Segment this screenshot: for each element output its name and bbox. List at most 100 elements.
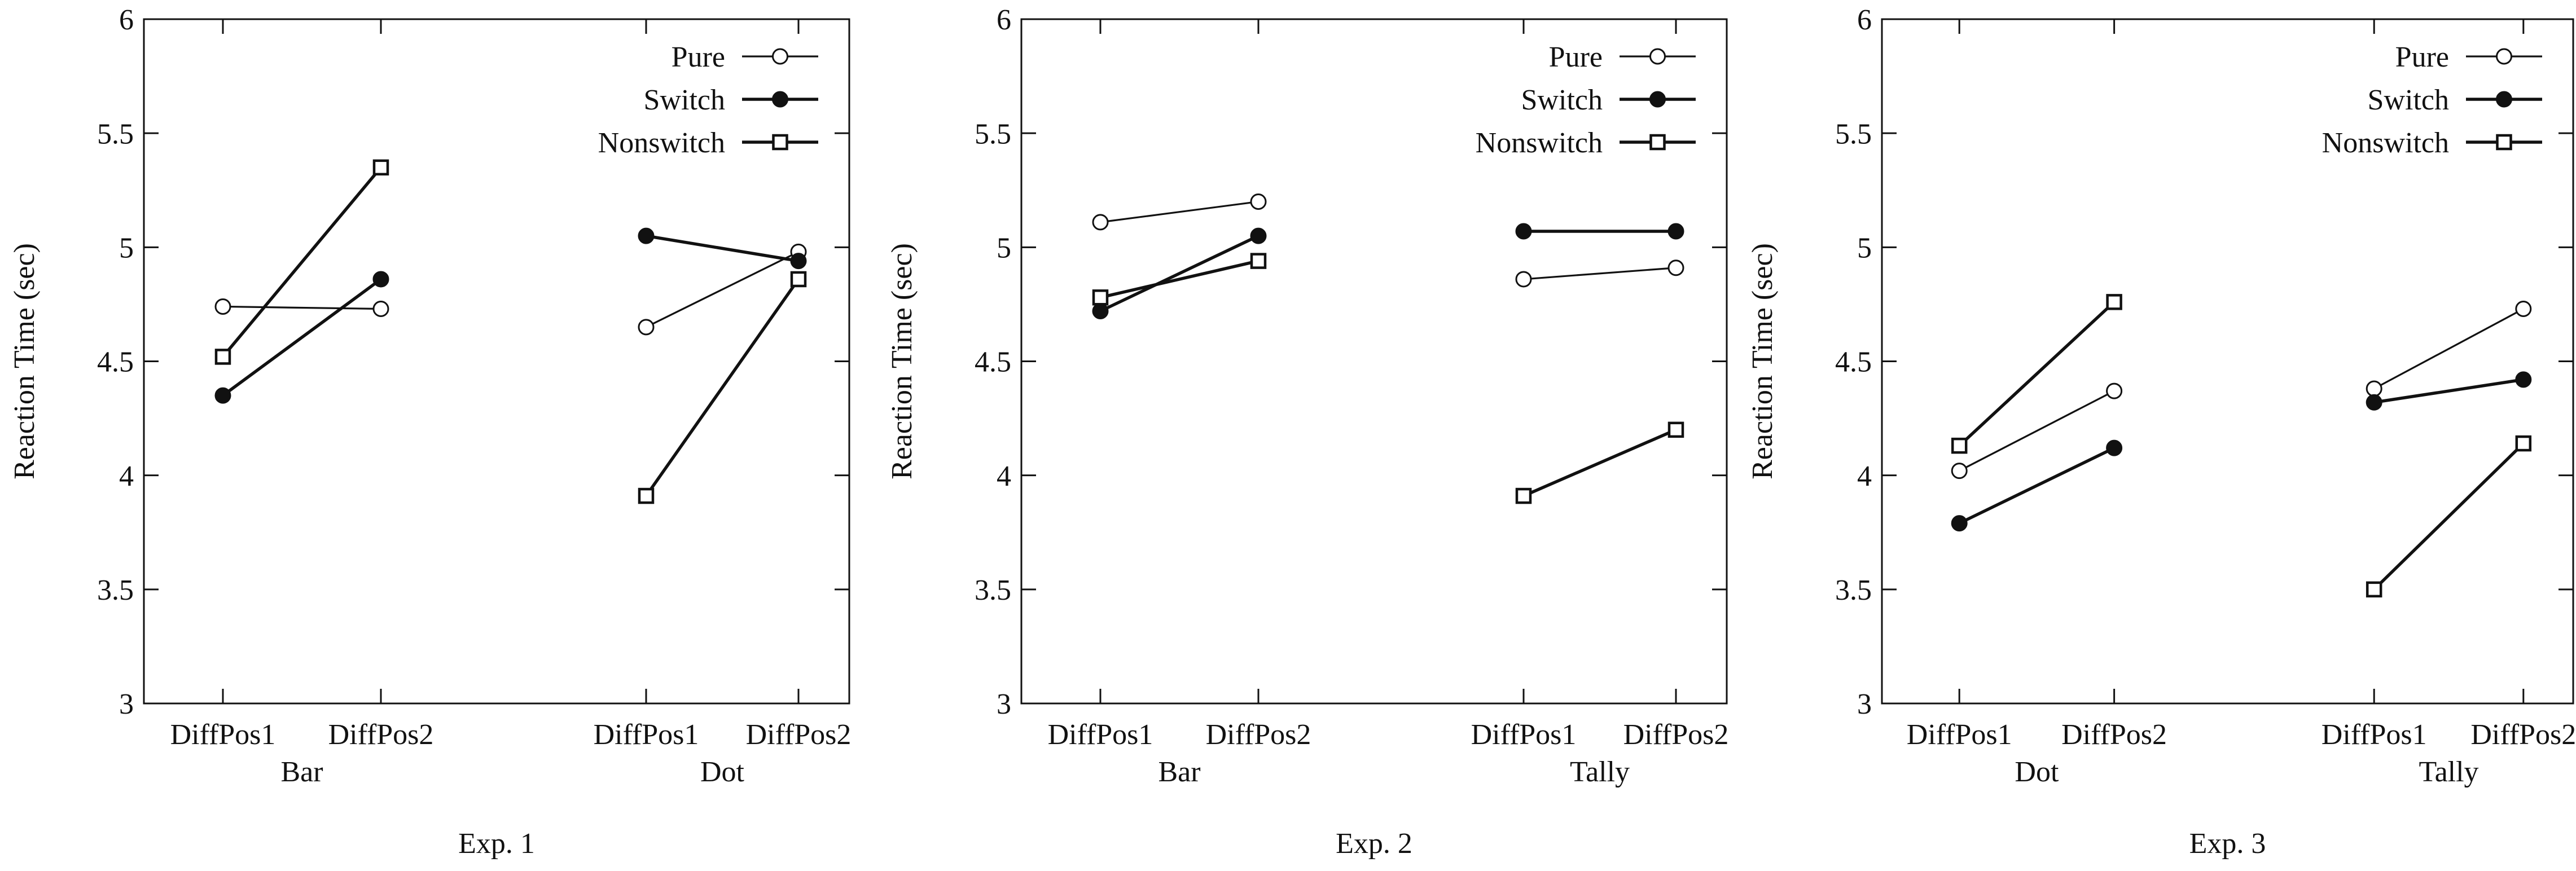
legend-marker [1649, 134, 1666, 151]
panel-caption: Exp. 3 [2189, 828, 2266, 860]
x-tick-label: DiffPos1 [2322, 719, 2427, 751]
plot-frame [1881, 18, 2574, 705]
legend-label: Pure [672, 41, 725, 73]
y-tick-label: 5 [119, 232, 134, 265]
data-point [790, 253, 807, 270]
series-line [646, 250, 799, 328]
data-point [1250, 193, 1267, 210]
series-line [222, 278, 382, 397]
series-line [1958, 446, 2115, 525]
y-axis-label: Reaction Time (sec) [8, 243, 41, 480]
data-point [1667, 223, 1684, 240]
y-tick-label: 5.5 [1835, 118, 1872, 150]
series-line [222, 305, 381, 310]
data-point [2106, 382, 2123, 399]
y-tick-label: 4.5 [1835, 346, 1872, 379]
data-point [2515, 435, 2532, 452]
data-point [214, 349, 231, 365]
data-point [1092, 214, 1109, 231]
series-line [1523, 267, 1677, 280]
y-axis-label: Reaction Time (sec) [886, 243, 918, 480]
data-point [372, 159, 389, 176]
y-tick-label: 5 [1857, 232, 1872, 265]
group-label: Tally [1570, 756, 1630, 788]
series-line [1959, 390, 2115, 472]
x-tick-label: DiffPos1 [594, 719, 699, 751]
y-tick-label: 3 [119, 688, 134, 720]
data-point [2366, 380, 2382, 397]
legend-label: Nonswitch [598, 127, 725, 159]
group-label: Dot [2015, 756, 2059, 788]
data-point [214, 298, 231, 315]
y-tick-label: 4 [997, 460, 1011, 492]
series-line [1099, 234, 1260, 313]
series-line [1100, 200, 1259, 223]
x-tick-label: DiffPos1 [1907, 719, 2012, 751]
y-tick-label: 3 [1857, 688, 1872, 720]
legend-label: Nonswitch [2322, 127, 2449, 159]
series-pure [1951, 301, 2532, 480]
y-tick-label: 6 [119, 4, 134, 36]
x-tick-label: DiffPos1 [1471, 719, 1577, 751]
series-line [221, 166, 383, 358]
group-label: Bar [280, 756, 323, 788]
series-line [2373, 308, 2524, 390]
series-switch [1951, 371, 2532, 532]
x-tick-label: DiffPos2 [2061, 719, 2167, 751]
data-point [1951, 515, 1968, 532]
legend-marker [772, 48, 788, 65]
x-tick-label: DiffPos1 [1048, 719, 1153, 751]
data-point [1092, 303, 1109, 320]
x-tick-label: DiffPos2 [1206, 719, 1311, 751]
data-point [1667, 421, 1684, 438]
x-tick-label: DiffPos1 [170, 719, 276, 751]
y-axis-label: Reaction Time (sec) [1746, 243, 1779, 480]
plot-frame [143, 18, 850, 705]
series-line [2373, 442, 2525, 591]
legend-label: Pure [1549, 41, 1603, 73]
data-point [1951, 437, 1968, 454]
legend-marker [2496, 48, 2512, 65]
legend-marker [772, 91, 788, 108]
panel-caption: Exp. 1 [458, 828, 535, 860]
plot-frame [1020, 18, 1728, 705]
legend-marker [2496, 134, 2512, 151]
x-tick-label: DiffPos2 [2470, 719, 2576, 751]
x-tick-label: DiffPos2 [328, 719, 434, 751]
y-tick-label: 4.5 [975, 346, 1011, 379]
data-point [1515, 271, 1532, 288]
y-tick-label: 6 [997, 4, 1011, 36]
series-line [1100, 259, 1259, 299]
data-point [2106, 439, 2123, 456]
series-line [2373, 378, 2524, 404]
y-tick-label: 6 [1857, 4, 1872, 36]
x-tick-label: DiffPos2 [1623, 719, 1729, 751]
data-point [214, 387, 231, 404]
data-point [1667, 259, 1684, 276]
data-point [638, 487, 655, 504]
data-point [638, 319, 655, 336]
group-label: Tally [2419, 756, 2478, 788]
data-point [1092, 289, 1109, 306]
data-point [638, 227, 655, 244]
data-point [1515, 223, 1532, 240]
legend: Pure Switch Nonswitch [2322, 41, 2542, 159]
group-label: Bar [1158, 756, 1200, 788]
legend-marker [2496, 91, 2512, 108]
data-point [1951, 463, 1968, 480]
legend-marker [1649, 48, 1666, 65]
data-point [1250, 227, 1267, 244]
legend-label: Switch [644, 84, 725, 116]
data-point [372, 271, 389, 288]
y-tick-label: 3.5 [975, 574, 1011, 606]
legend-label: Switch [1521, 84, 1603, 116]
panel-caption: Exp. 2 [1336, 828, 1412, 860]
data-point [2366, 581, 2382, 598]
data-point [372, 301, 389, 318]
y-tick-label: 5 [997, 232, 1011, 265]
series-pure [1092, 193, 1684, 288]
series-line [1522, 428, 1677, 498]
legend: Pure Switch Nonswitch [1476, 41, 1696, 159]
